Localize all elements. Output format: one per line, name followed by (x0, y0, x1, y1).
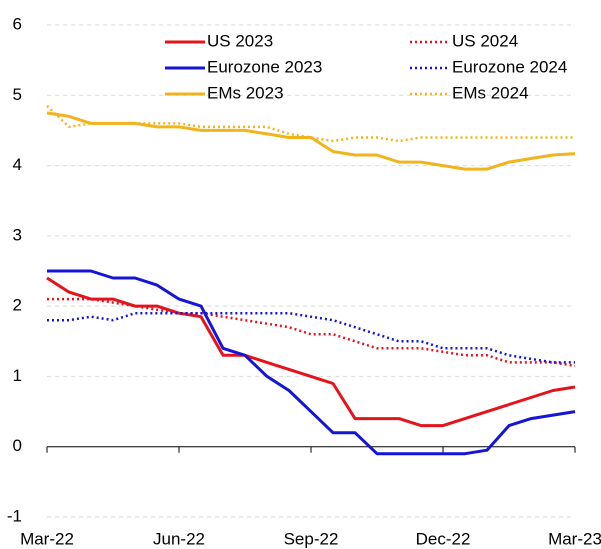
y-tick-label: 0 (13, 436, 22, 455)
series-line (46, 276, 576, 428)
y-tick-label: 6 (13, 14, 22, 33)
legend-label: US 2024 (452, 31, 518, 50)
y-tick-label: 2 (13, 296, 22, 315)
series-line (47, 297, 576, 368)
x-tick-label: Sep-22 (284, 529, 339, 548)
y-tick-label: 1 (13, 366, 22, 385)
series-line (46, 104, 575, 143)
series-line (47, 311, 575, 364)
legend-label: Eurozone 2024 (452, 57, 567, 76)
y-tick-label: -1 (7, 506, 22, 525)
legend-label: Eurozone 2023 (207, 57, 322, 76)
x-tick-label: Jun-22 (153, 529, 205, 548)
y-tick-label: 5 (13, 85, 22, 104)
y-tick-label: 4 (13, 155, 22, 174)
legend-label: EMs 2024 (452, 83, 529, 102)
series-line (47, 269, 576, 456)
legend-label: EMs 2023 (207, 83, 284, 102)
x-tick-label: Mar-23 (548, 529, 601, 548)
legend-label: US 2023 (207, 31, 273, 50)
series-line (46, 111, 576, 171)
y-tick-label: 3 (13, 225, 22, 244)
x-tick-label: Mar-22 (20, 529, 74, 548)
x-tick-label: Dec-22 (416, 529, 471, 548)
